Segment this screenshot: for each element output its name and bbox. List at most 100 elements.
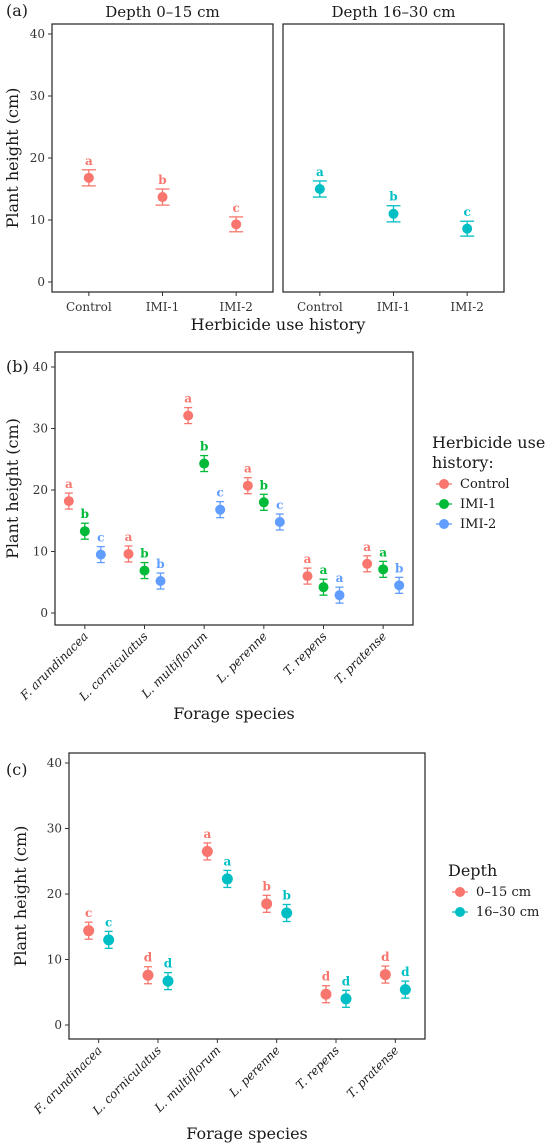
data-point [155,576,166,587]
legend-key-point [439,519,449,529]
y-axis-title: Plant height (cm) [11,826,30,967]
data-point [242,480,253,491]
y-tick-label: 30 [33,422,48,436]
significance-letter: b [389,190,397,204]
x-axis-title: Herbicide use history [191,315,366,334]
significance-letter: b [260,478,268,492]
data-point [261,898,273,910]
legend-title: Herbicide use [432,433,545,452]
data-point [388,208,399,219]
y-tick-label: 10 [47,953,62,967]
significance-letter: b [395,561,403,575]
x-tick-label: T. repens [281,629,330,678]
data-point [95,549,106,560]
data-point [399,984,411,996]
legend-label: IMI-1 [460,497,496,512]
significance-letter: c [97,531,104,545]
significance-letter: b [81,507,89,521]
significance-letter: b [156,557,164,571]
x-tick-label: Control [66,300,112,314]
data-point [340,993,352,1005]
legend-key-point [455,907,465,917]
legend-title: Depth [448,861,497,880]
significance-letter: d [381,950,390,964]
data-point [183,410,194,421]
data-point [320,988,332,1000]
significance-letter: b [200,440,208,454]
significance-letter: b [282,888,290,902]
x-tick-label: IMI-2 [219,300,252,314]
data-point [123,548,134,559]
data-point [281,907,293,919]
significance-letter: c [105,915,112,929]
y-tick-label: 30 [30,89,45,103]
plot-panel [51,23,274,293]
x-axis-title: Forage species [186,1124,308,1143]
significance-letter: a [244,462,252,476]
significance-letter: a [65,477,73,491]
significance-letter: a [223,854,231,868]
data-point [379,969,391,981]
y-tick-label: 0 [54,1018,62,1032]
data-point [221,873,233,885]
data-point [378,564,389,575]
data-point [302,571,313,582]
data-point [103,934,115,946]
y-tick-label: 20 [47,887,62,901]
data-point [258,497,269,508]
x-tick-label: L. perenne [226,1043,283,1100]
significance-letter: a [379,545,387,559]
panel-label: (b) [6,357,29,376]
plot-panel [68,752,426,1040]
y-tick-label: 40 [47,756,62,770]
x-tick-label: T. repens [293,1043,342,1092]
y-tick-label: 0 [37,275,45,289]
data-point [83,172,94,183]
legend-label: 16–30 cm [476,905,539,920]
x-tick-label: IMI-1 [146,300,179,314]
legend-title: history: [432,453,494,472]
legend-label: IMI-2 [460,517,496,532]
y-tick-label: 0 [40,606,48,620]
x-tick-label: IMI-1 [377,300,410,314]
data-point [83,925,95,937]
plot-panel [54,351,414,626]
y-tick-label: 10 [30,213,45,227]
legend-key-point [439,499,449,509]
facet-strip-label: Depth 16–30 cm [331,3,455,21]
significance-letter: d [342,974,351,988]
x-tick-label: T. pratense [332,629,390,687]
data-point [334,590,345,601]
data-point [274,516,285,527]
legend-key-point [439,479,449,489]
y-axis-title: Plant height (cm) [3,418,22,559]
data-point [142,969,154,981]
data-point [63,496,74,507]
significance-letter: d [164,957,173,971]
significance-letter: c [233,201,240,215]
x-tick-label: L. perenne [213,629,270,686]
significance-letter: c [276,498,283,512]
significance-letter: a [125,530,133,544]
significance-letter: a [304,552,312,566]
x-tick-label: IMI-2 [450,300,483,314]
legend-label: Control [460,477,510,492]
panel-label: (c) [6,760,27,779]
y-tick-label: 20 [33,483,48,497]
data-point [462,223,473,234]
data-point [199,458,210,469]
y-tick-label: 20 [30,151,45,165]
legend-label: 0–15 cm [476,885,531,900]
y-axis-title: Plant height (cm) [3,88,22,229]
data-point [314,184,325,194]
significance-letter: b [158,173,166,187]
significance-letter: c [85,906,92,920]
significance-letter: c [464,205,471,219]
data-point [201,845,213,857]
data-point [362,558,373,569]
data-point [162,975,174,987]
x-axis-title: Forage species [173,704,295,723]
significance-letter: d [401,965,410,979]
panel-label: (a) [6,1,28,20]
